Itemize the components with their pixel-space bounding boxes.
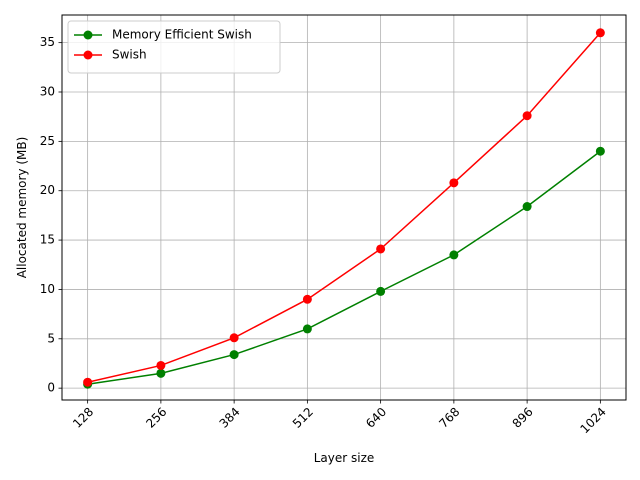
data-point [376, 244, 386, 254]
legend: Memory Efficient Swish Swish [67, 20, 281, 74]
x-tick-label: 256 [143, 405, 169, 431]
data-point [229, 333, 239, 343]
x-tick-label: 128 [70, 405, 96, 431]
y-tick-label: 0 [47, 381, 55, 395]
legend-label: Memory Efficient Swish [112, 28, 252, 42]
data-point [302, 324, 312, 334]
y-tick-label: 5 [47, 331, 55, 345]
legend-item: Memory Efficient Swish [74, 28, 252, 42]
x-axis-ticks: 128 256 384 512 640 768 896 1024 [70, 400, 609, 436]
series-line [87, 150, 601, 385]
series-layer [83, 28, 605, 389]
data-point [229, 350, 239, 360]
y-axis-ticks: 0 5 10 15 20 25 30 35 [40, 35, 62, 395]
x-axis-label: Layer size [314, 451, 375, 465]
y-tick-label: 25 [40, 134, 55, 148]
data-point [522, 202, 532, 212]
series-line [87, 32, 601, 383]
x-tick-label: 640 [363, 405, 389, 431]
y-tick-label: 15 [40, 233, 55, 247]
x-tick-label: 1024 [577, 405, 608, 436]
y-tick-label: 10 [40, 282, 55, 296]
x-tick-label: 768 [436, 405, 462, 431]
y-tick-label: 35 [40, 35, 55, 49]
data-point [449, 250, 459, 260]
plot-frame [61, 14, 627, 401]
y-axis-label: Allocated memory (MB) [15, 137, 29, 279]
data-point [156, 360, 166, 370]
data-point [376, 286, 386, 296]
x-tick-label: 512 [290, 405, 316, 431]
data-point [302, 294, 312, 304]
data-point [83, 377, 93, 387]
data-point [522, 111, 532, 121]
grid-lines [62, 15, 626, 400]
data-point [156, 368, 166, 378]
series-0 [83, 146, 605, 389]
legend-box [67, 20, 281, 74]
y-tick-label: 30 [40, 85, 55, 99]
data-point [595, 28, 605, 38]
legend-label: Swish [112, 48, 147, 62]
legend-swatch-marker [83, 30, 93, 40]
x-tick-label: 896 [510, 405, 536, 431]
legend-swatch-marker [83, 50, 93, 60]
y-tick-label: 20 [40, 183, 55, 197]
legend-item: Swish [74, 48, 147, 62]
x-tick-label: 384 [217, 405, 243, 431]
data-point [595, 146, 605, 156]
data-point [449, 178, 459, 188]
series-1 [83, 28, 605, 387]
